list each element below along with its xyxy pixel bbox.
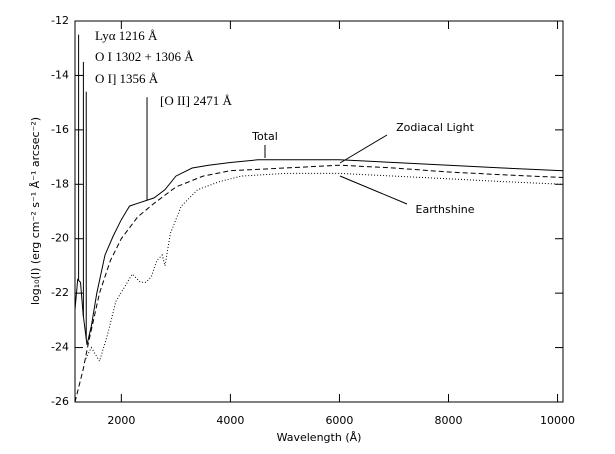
y-tick-label: -12 (51, 14, 69, 27)
series-line (74, 164, 564, 403)
y-tick-label: -14 (51, 68, 69, 81)
emission-label: Lyα 1216 Å (95, 28, 158, 43)
annotation-pointer (339, 175, 408, 205)
x-axis-label: Wavelength (Å) (277, 431, 362, 444)
plot-frame (74, 20, 564, 403)
x-tick-label: 2000 (107, 414, 135, 427)
x-tick-label: 8000 (434, 414, 462, 427)
series-label: Earthshine (416, 203, 475, 216)
series-line (74, 159, 564, 345)
y-axis-label: log₁₀(I) (erg cm⁻² s⁻¹ Å⁻¹ arcsec⁻²) (29, 117, 42, 305)
series-line (85, 172, 564, 363)
y-tick-label: -20 (51, 232, 69, 245)
x-tick-label: 4000 (216, 414, 244, 427)
y-tick-label: -16 (51, 123, 69, 136)
y-tick-label: -26 (51, 395, 69, 408)
x-tick-label: 6000 (325, 414, 353, 427)
emission-label: O I 1302 + 1306 Å (95, 49, 194, 64)
y-tick-label: -24 (51, 341, 69, 354)
series-label: Total (251, 130, 278, 143)
series-label: Zodiacal Light (396, 121, 475, 134)
x-tick-label: 10000 (540, 414, 575, 427)
y-tick-label: -22 (51, 286, 69, 299)
emission-label: O I] 1356 Å (95, 71, 159, 86)
annotation-pointer (339, 134, 388, 164)
emission-label: [O II] 2471 Å (160, 93, 232, 108)
y-tick-label: -18 (51, 177, 69, 190)
